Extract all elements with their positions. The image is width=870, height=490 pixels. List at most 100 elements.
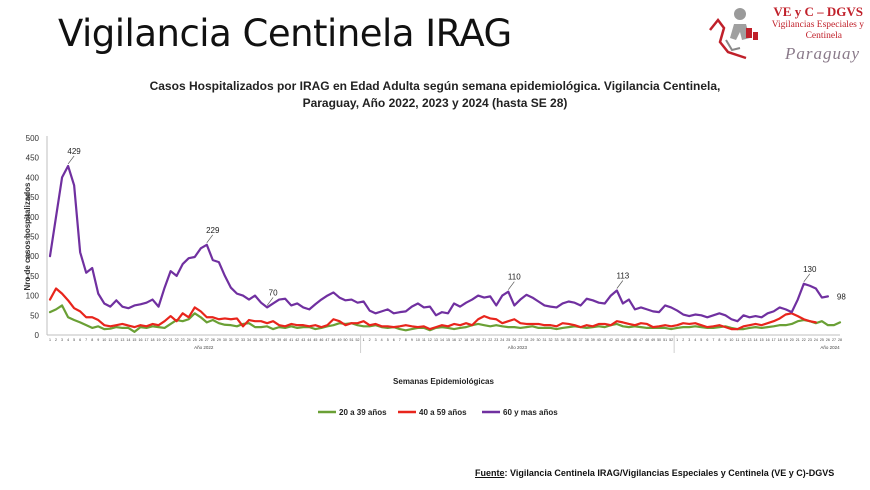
x-tick-label: 33 bbox=[241, 338, 245, 342]
x-tick-label: 16 bbox=[452, 338, 456, 342]
y-tick-label: 50 bbox=[30, 311, 39, 320]
y-tick-label: 350 bbox=[26, 193, 40, 202]
x-tick-label: 47 bbox=[639, 338, 643, 342]
x-tick-label: 42 bbox=[609, 338, 613, 342]
x-tick-label: 5 bbox=[387, 338, 389, 342]
x-tick-label: 5 bbox=[73, 338, 75, 342]
y-tick-label: 300 bbox=[26, 213, 40, 222]
logo-country: Paraguay bbox=[784, 44, 860, 63]
x-tick-label: 38 bbox=[271, 338, 275, 342]
y-tick-label: 450 bbox=[26, 154, 40, 163]
logo-subtitle-2: Centinela bbox=[805, 31, 842, 41]
x-tick-label: 23 bbox=[181, 338, 185, 342]
x-tick-label: 17 bbox=[144, 338, 148, 342]
x-tick-label: 3 bbox=[688, 338, 690, 342]
data-label-leader bbox=[508, 281, 515, 290]
x-tick-label: 11 bbox=[422, 338, 426, 342]
x-tick-label: 37 bbox=[265, 338, 269, 342]
x-tick-label: 24 bbox=[500, 338, 504, 342]
data-label-leader bbox=[266, 297, 274, 306]
x-tick-label: 51 bbox=[663, 338, 667, 342]
x-tick-label: 22 bbox=[488, 338, 492, 342]
x-tick-label: 1 bbox=[363, 338, 365, 342]
x-tick-label: 1 bbox=[49, 338, 51, 342]
x-tick-label: 2 bbox=[55, 338, 57, 342]
x-tick-label: 17 bbox=[772, 338, 776, 342]
legend-entry: 60 y mas años bbox=[503, 408, 558, 417]
x-tick-label: 24 bbox=[187, 338, 191, 342]
x-tick-label: 13 bbox=[120, 338, 124, 342]
x-tick-label: 48 bbox=[645, 338, 649, 342]
x-tick-label: 30 bbox=[536, 338, 540, 342]
x-tick-label: 39 bbox=[591, 338, 595, 342]
x-tick-label: 22 bbox=[175, 338, 179, 342]
source-text: : Vigilancia Centinela IRAG/Vigilancias … bbox=[504, 468, 835, 478]
x-tick-label: 45 bbox=[313, 338, 317, 342]
x-tick-label: 22 bbox=[802, 338, 806, 342]
x-tick-label: 50 bbox=[657, 338, 661, 342]
x-tick-label: 28 bbox=[211, 338, 215, 342]
x-tick-label: 8 bbox=[405, 338, 407, 342]
x-tick-label: 49 bbox=[337, 338, 341, 342]
x-tick-label: 15 bbox=[760, 338, 764, 342]
x-tick-label: 25 bbox=[506, 338, 510, 342]
x-tick-label: 39 bbox=[277, 338, 281, 342]
x-tick-label: 8 bbox=[91, 338, 93, 342]
x-tick-label: 6 bbox=[393, 338, 395, 342]
x-tick-label: 19 bbox=[470, 338, 474, 342]
dgvs-logo: VE y C – DGVS Vigilancias Especiales y C… bbox=[706, 2, 866, 68]
data-label-leader bbox=[206, 234, 214, 243]
x-tick-label: 52 bbox=[669, 338, 673, 342]
x-tick-label: 1 bbox=[676, 338, 678, 342]
x-tick-label: 42 bbox=[295, 338, 299, 342]
x-tick-label: 37 bbox=[579, 338, 583, 342]
y-tick-label: 0 bbox=[35, 331, 40, 340]
x-tick-label: 6 bbox=[706, 338, 708, 342]
x-tick-label: 13 bbox=[434, 338, 438, 342]
x-tick-label: 8 bbox=[718, 338, 720, 342]
x-tick-label: 31 bbox=[542, 338, 546, 342]
x-tick-label: 51 bbox=[350, 338, 354, 342]
x-tick-label: 26 bbox=[512, 338, 516, 342]
x-tick-label: 41 bbox=[603, 338, 607, 342]
x-tick-label: 16 bbox=[766, 338, 770, 342]
x-tick-label: 27 bbox=[832, 338, 836, 342]
x-tick-label: 43 bbox=[615, 338, 619, 342]
x-tick-label: 36 bbox=[573, 338, 577, 342]
x-tick-label: 36 bbox=[259, 338, 263, 342]
source-label: Fuente bbox=[475, 468, 505, 478]
x-tick-label: 41 bbox=[289, 338, 293, 342]
x-tick-label: 50 bbox=[343, 338, 347, 342]
x-tick-label: 9 bbox=[97, 338, 99, 342]
x-tick-label: 11 bbox=[108, 338, 112, 342]
x-tick-label: 23 bbox=[494, 338, 498, 342]
data-label: 70 bbox=[269, 288, 278, 297]
x-tick-label: 2 bbox=[682, 338, 684, 342]
y-tick-label: 100 bbox=[26, 292, 40, 301]
x-tick-label: 2 bbox=[369, 338, 371, 342]
data-label-leader bbox=[67, 155, 75, 165]
x-tick-label: 32 bbox=[235, 338, 239, 342]
x-tick-label: 23 bbox=[808, 338, 812, 342]
x-tick-label: 18 bbox=[151, 338, 155, 342]
x-tick-label: 10 bbox=[416, 338, 420, 342]
x-tick-label: 13 bbox=[748, 338, 752, 342]
x-tick-label: 4 bbox=[381, 338, 383, 342]
x-tick-label: 14 bbox=[440, 338, 444, 342]
chart-title-line-1: Casos Hospitalizados por IRAG en Edad Ad… bbox=[149, 79, 721, 93]
x-tick-label: 7 bbox=[712, 338, 714, 342]
x-tick-label: 4 bbox=[67, 338, 69, 342]
x-tick-label: 29 bbox=[217, 338, 221, 342]
x-tick-label: 5 bbox=[700, 338, 702, 342]
legend-entry: 40 a 59 años bbox=[419, 408, 467, 417]
x-tick-label: 47 bbox=[325, 338, 329, 342]
x-tick-label: 26 bbox=[199, 338, 203, 342]
data-label: 130 bbox=[803, 265, 817, 274]
data-label: 110 bbox=[508, 273, 521, 282]
x-tick-label: 14 bbox=[126, 338, 130, 342]
x-tick-label: 40 bbox=[283, 338, 287, 342]
x-tick-label: 29 bbox=[530, 338, 534, 342]
y-tick-label: 200 bbox=[26, 252, 40, 261]
x-tick-label: 21 bbox=[169, 338, 173, 342]
